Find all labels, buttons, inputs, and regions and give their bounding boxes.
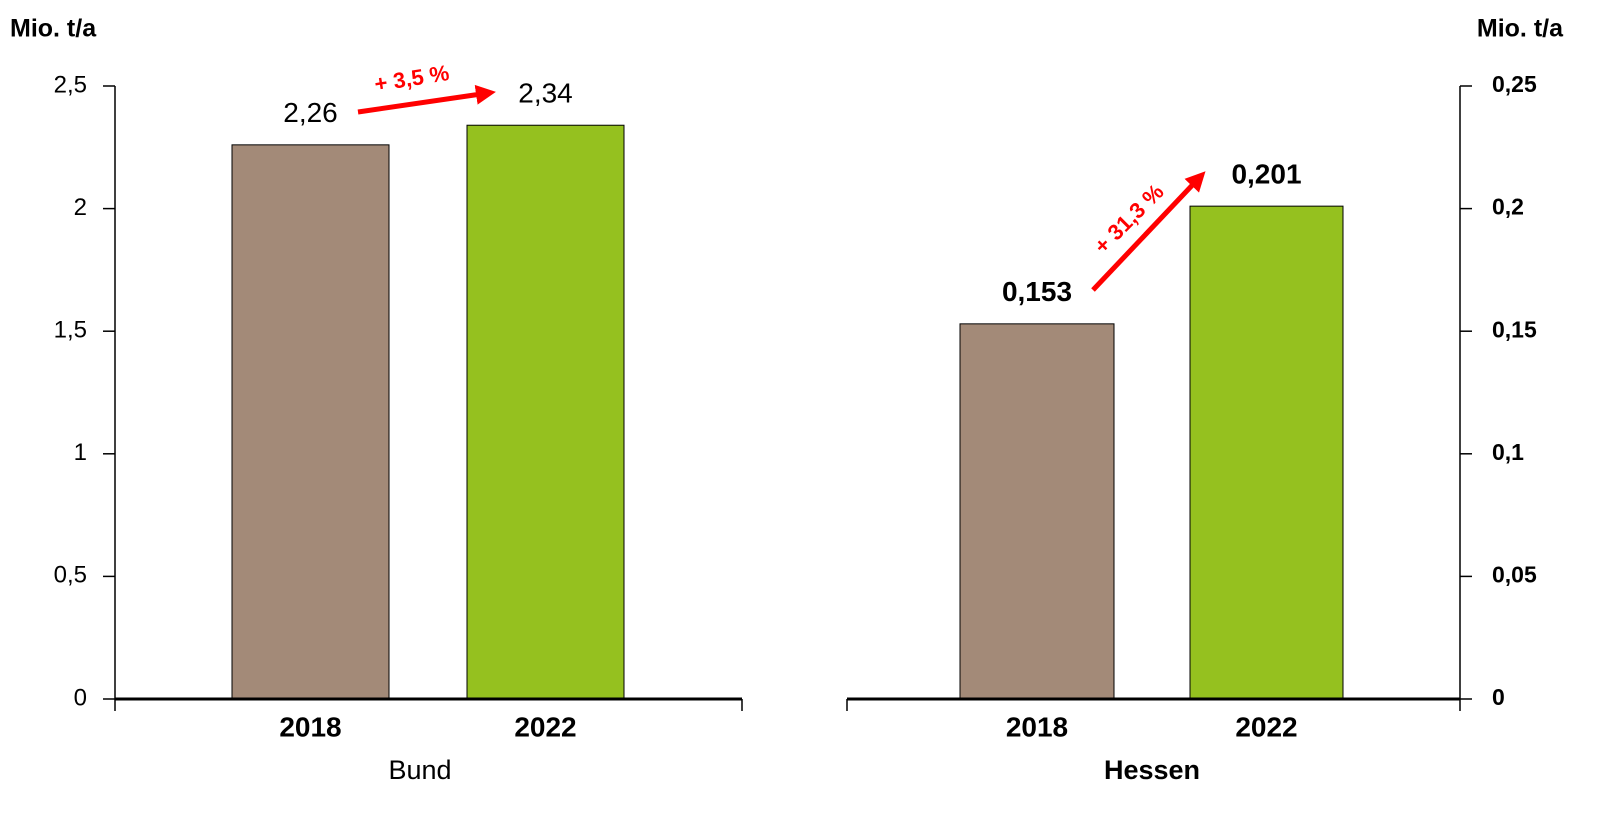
y-axis-title: Mio. t/a: [1477, 15, 1564, 43]
y-tick-label: 1,5: [54, 317, 87, 344]
data-label: 2,26: [283, 97, 338, 128]
data-label: 0,153: [1002, 276, 1072, 307]
y-tick-label: 0: [1492, 684, 1505, 710]
x-axis-title: Hessen: [1104, 755, 1200, 785]
annotation: + 3,5 %: [373, 60, 451, 96]
data-label: 0,201: [1231, 159, 1301, 190]
y-tick-label: 0,05: [1492, 561, 1537, 587]
y-tick-label: 0,25: [1492, 71, 1537, 97]
x-tick-label: 2018: [279, 711, 341, 742]
y-tick-label: 0,1: [1492, 439, 1524, 465]
bar: [466, 124, 625, 700]
y-tick-label: 2,5: [54, 71, 87, 98]
x-tick-label: 2022: [1235, 711, 1297, 742]
bar: [231, 144, 390, 700]
annotation: + 31,3 %: [1089, 179, 1169, 259]
y-tick-label: 0,2: [1492, 194, 1524, 220]
x-tick-label: 2018: [1006, 711, 1068, 742]
y-tick-label: 0: [74, 684, 87, 711]
y-tick-label: 0,15: [1492, 316, 1537, 342]
y-tick-label: 2: [74, 194, 87, 221]
x-axis-title: Bund: [388, 755, 451, 785]
y-axis-title: Mio. t/a: [10, 15, 97, 43]
x-tick-label: 2022: [514, 711, 576, 742]
y-tick-label: 1: [74, 439, 87, 466]
bar: [1189, 205, 1344, 700]
bar: [959, 323, 1115, 700]
y-tick-label: 0,5: [54, 562, 87, 589]
change-arrow: [1091, 171, 1206, 292]
change-arrow: [357, 84, 496, 115]
data-label: 2,34: [518, 78, 573, 109]
